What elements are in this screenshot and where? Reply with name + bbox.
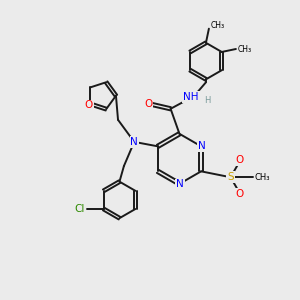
Text: CH₃: CH₃ — [254, 173, 270, 182]
Text: CH₃: CH₃ — [210, 21, 224, 30]
Text: O: O — [235, 155, 244, 166]
Text: NH: NH — [183, 92, 199, 102]
Text: O: O — [85, 100, 93, 110]
Text: N: N — [198, 141, 206, 151]
Text: S: S — [227, 172, 234, 182]
Text: O: O — [144, 99, 153, 110]
Text: N: N — [130, 137, 138, 147]
Text: N: N — [176, 179, 184, 189]
Text: Cl: Cl — [75, 204, 85, 214]
Text: H: H — [204, 96, 210, 105]
Text: O: O — [235, 189, 244, 199]
Text: CH₃: CH₃ — [237, 44, 251, 53]
